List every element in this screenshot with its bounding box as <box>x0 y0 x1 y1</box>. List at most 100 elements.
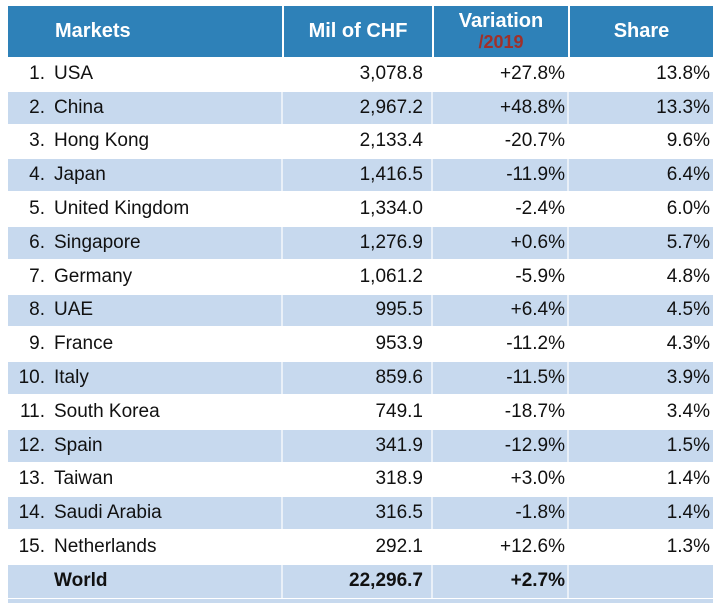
table-row: 7. Germany 1,061.2 -5.9% 4.8% <box>8 260 713 294</box>
table-row: 8. UAE 995.5 +6.4% 4.5% <box>8 293 713 328</box>
row-rank: 14. <box>18 502 45 524</box>
row-share: 5.7% <box>666 231 710 253</box>
bottom-strip <box>8 598 713 603</box>
market-cell: 11. South Korea <box>8 401 282 423</box>
row-value: 1,276.9 <box>359 231 423 253</box>
row-value: 1,334.0 <box>359 198 423 220</box>
row-rank: 10. <box>18 367 45 389</box>
table-row: 3. Hong Kong 2,133.4 -20.7% 9.6% <box>8 125 713 159</box>
row-value: 995.5 <box>375 299 423 321</box>
row-rank: 6. <box>29 231 45 253</box>
row-rank: 13. <box>18 468 45 490</box>
world-row: World 22,296.7 +2.7% <box>8 563 713 598</box>
row-market: Netherlands <box>54 536 157 558</box>
row-variation: -11.2% <box>506 333 565 355</box>
table-row: 13. Taiwan 318.9 +3.0% 1.4% <box>8 463 713 497</box>
row-variation: -1.8% <box>515 502 565 524</box>
column-header-markets: Markets <box>8 6 282 57</box>
markets-table: Markets Mil of CHF Variation /2019 Share… <box>8 6 713 603</box>
row-rank: 2. <box>29 96 45 118</box>
row-rank: 4. <box>29 164 45 186</box>
row-variation: +12.6% <box>500 536 565 558</box>
market-cell: 15. Netherlands <box>8 536 282 558</box>
table-row: 1. USA 3,078.8 +27.8% 13.8% <box>8 57 713 91</box>
row-market: Italy <box>54 367 89 389</box>
row-rank: 1. <box>29 62 45 84</box>
table-row: 10. Italy 859.6 -11.5% 3.9% <box>8 361 713 395</box>
row-value: 318.9 <box>375 468 423 490</box>
table-row: 14. Saudi Arabia 316.5 -1.8% 1.4% <box>8 496 713 531</box>
market-cell: 4. Japan <box>8 164 282 186</box>
market-cell: 7. Germany <box>8 266 282 288</box>
row-market: France <box>54 333 114 355</box>
row-rank: 11. <box>19 400 45 422</box>
table-row: 6. Singapore 1,276.9 +0.6% 5.7% <box>8 225 713 260</box>
row-value: 953.9 <box>375 333 423 355</box>
row-value: 3,078.8 <box>359 62 423 84</box>
table-row: 9. France 953.9 -11.2% 4.3% <box>8 327 713 361</box>
row-market: USA <box>54 62 94 84</box>
row-share: 3.4% <box>666 400 710 422</box>
variation-header-label: Variation <box>458 9 544 32</box>
market-cell: 13. Taiwan <box>8 468 282 490</box>
table-row: 11. South Korea 749.1 -18.7% 3.4% <box>8 395 713 429</box>
table-row: 5. United Kingdom 1,334.0 -2.4% 6.0% <box>8 192 713 226</box>
row-share: 1.4% <box>666 468 710 490</box>
share-header-label: Share <box>613 20 670 42</box>
row-share: 1.4% <box>666 502 710 524</box>
market-cell: 3. Hong Kong <box>8 130 282 152</box>
row-rank: 5. <box>29 198 45 220</box>
row-market: China <box>54 96 104 118</box>
market-cell: 6. Singapore <box>8 232 282 254</box>
market-cell: 2. China <box>8 97 282 119</box>
row-value: 1,416.5 <box>359 164 423 186</box>
market-cell: 10. Italy <box>8 367 282 389</box>
row-value: 341.9 <box>375 434 423 456</box>
column-header-variation: Variation /2019 <box>432 6 568 57</box>
table-row: 4. Japan 1,416.5 -11.9% 6.4% <box>8 158 713 193</box>
table-body: 1. USA 3,078.8 +27.8% 13.8% 2. China 2,9… <box>8 57 713 564</box>
market-cell: 8. UAE <box>8 299 282 321</box>
row-rank: 9. <box>29 333 45 355</box>
row-market: Hong Kong <box>54 130 150 152</box>
row-share: 4.5% <box>666 299 710 321</box>
row-market: Taiwan <box>54 468 114 490</box>
row-share: 4.3% <box>666 333 710 355</box>
row-market: Singapore <box>54 231 141 253</box>
row-rank: 3. <box>29 130 45 152</box>
row-rank: 7. <box>29 265 45 287</box>
row-share: 1.5% <box>666 434 710 456</box>
row-market: UAE <box>54 299 94 321</box>
row-share: 9.6% <box>666 130 710 152</box>
row-variation: -11.9% <box>506 164 565 186</box>
market-cell: 9. France <box>8 333 282 355</box>
row-variation: -20.7% <box>504 130 565 152</box>
table-row: 15. Netherlands 292.1 +12.6% 1.3% <box>8 530 713 564</box>
row-market: South Korea <box>54 400 160 422</box>
row-value: 2,133.4 <box>359 130 423 152</box>
row-value: 316.5 <box>375 502 423 524</box>
row-value: 22,296.7 <box>349 570 423 592</box>
column-header-mil-of-chf: Mil of CHF <box>282 6 432 57</box>
row-rank: 12. <box>18 434 45 456</box>
row-variation: +6.4% <box>510 299 565 321</box>
row-value: 292.1 <box>375 536 423 558</box>
row-market: Saudi Arabia <box>54 502 162 524</box>
row-share: 13.8% <box>656 62 710 84</box>
row-variation: -12.9% <box>504 434 565 456</box>
markets-header-label: Markets <box>55 20 131 42</box>
row-variation: +27.8% <box>500 62 565 84</box>
column-header-share: Share <box>568 6 713 57</box>
mil-of-chf-header-label: Mil of CHF <box>308 20 408 42</box>
row-variation: +48.8% <box>500 96 565 118</box>
row-variation: -5.9% <box>515 265 565 287</box>
market-cell: 1. USA <box>8 63 282 85</box>
row-market: Germany <box>54 265 133 287</box>
world-market-cell: World <box>8 570 282 592</box>
market-cell: 12. Spain <box>8 435 282 457</box>
row-variation: -18.7% <box>504 400 565 422</box>
market-cell: 5. United Kingdom <box>8 198 282 220</box>
row-variation: -2.4% <box>515 198 565 220</box>
table-header-row: Markets Mil of CHF Variation /2019 Share <box>8 6 713 57</box>
